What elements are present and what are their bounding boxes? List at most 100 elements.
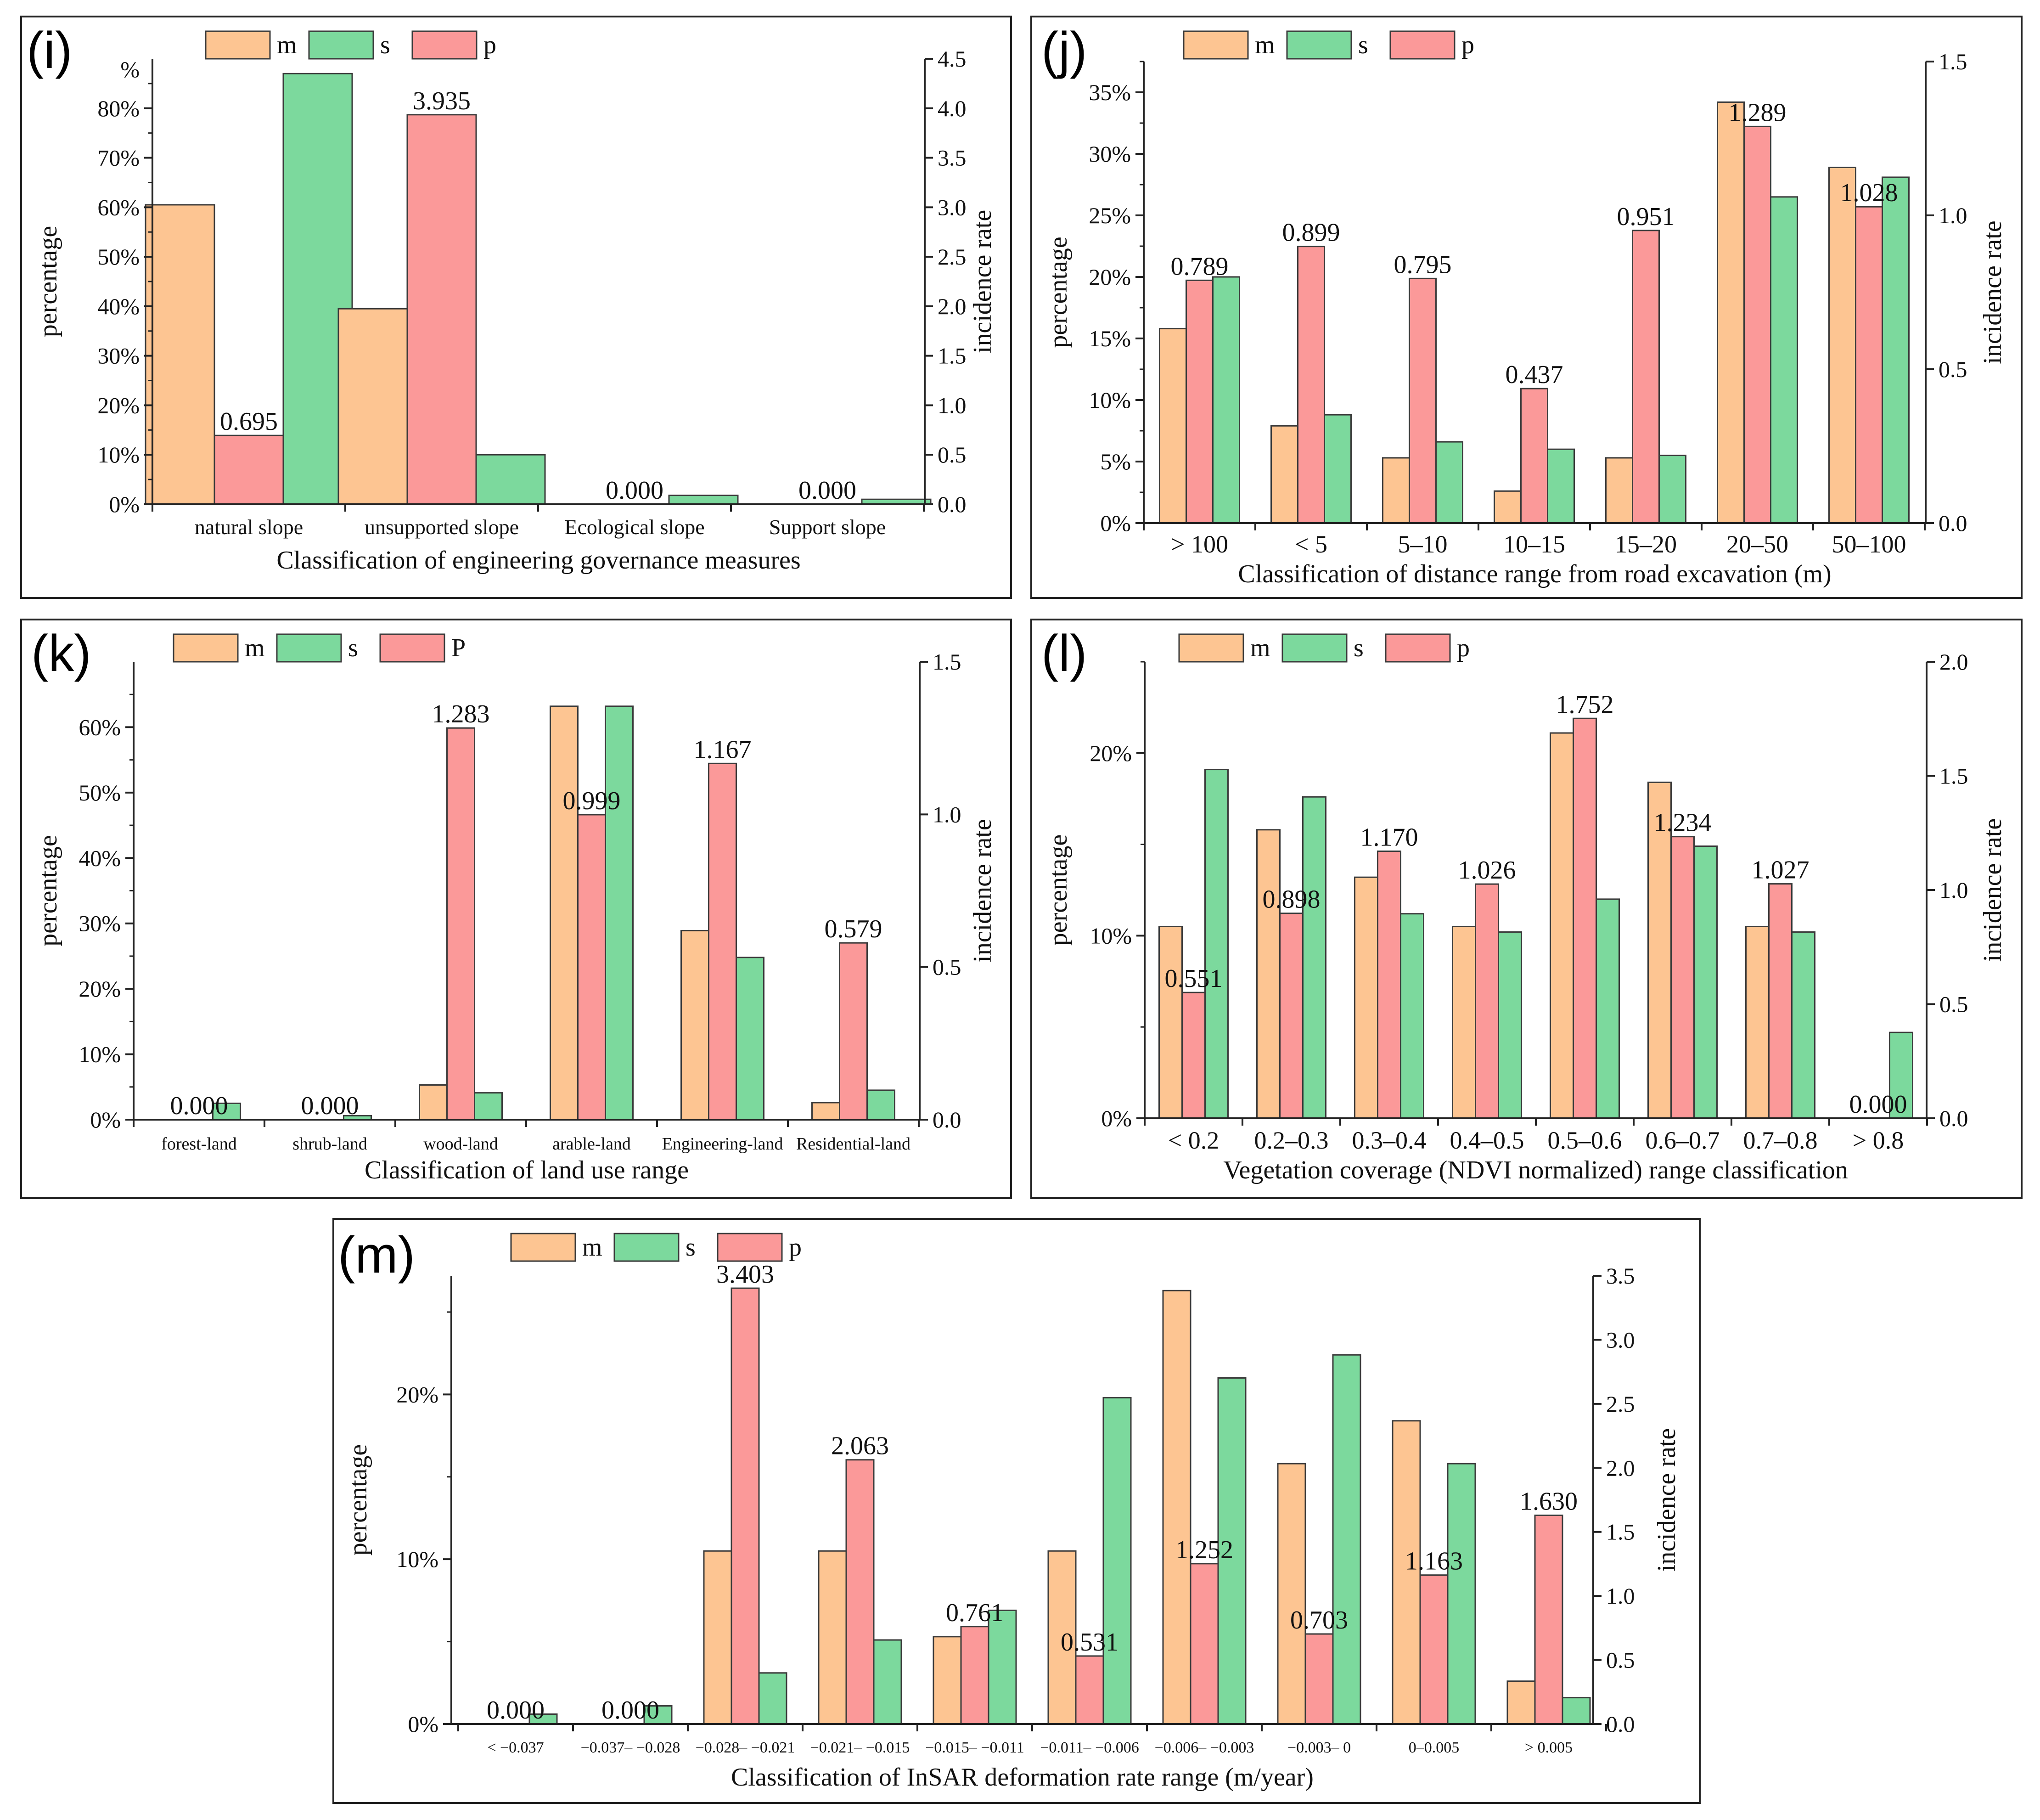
data-label-p: 0.000 xyxy=(170,1092,228,1120)
y2-tick-label: 1.5 xyxy=(1606,1519,1635,1545)
bar-s xyxy=(1302,796,1326,1119)
x-axis-label: Classification of engineering governance… xyxy=(276,546,800,575)
bar-s xyxy=(736,957,764,1121)
chart-group: (j) m s p 0.789 > 100 0.899 < 5 0.795 5–10 0.437 10… xyxy=(1041,22,2007,588)
legend-label-p: P xyxy=(451,634,466,662)
bar-p xyxy=(1520,388,1548,524)
bar-m xyxy=(1605,457,1633,524)
y2-tick-label: 1.0 xyxy=(1939,203,1967,228)
bar-p xyxy=(1377,851,1401,1119)
data-label-p: 0.579 xyxy=(825,915,882,943)
bar-s xyxy=(1498,931,1522,1119)
data-label-p: 0.951 xyxy=(1617,203,1675,231)
bar-p xyxy=(731,1287,760,1725)
bar-s xyxy=(1212,276,1240,524)
y2-axis-label: incidence rate xyxy=(1652,1428,1681,1572)
category-label: −0.015– −0.011 xyxy=(925,1739,1024,1756)
bar-m xyxy=(1452,926,1476,1119)
bar-p xyxy=(1075,1655,1104,1725)
y-tick-label: 10% xyxy=(1090,923,1132,948)
bar-m xyxy=(1162,1290,1191,1725)
panel-label: (k) xyxy=(31,625,91,682)
category-label: −0.037– −0.028 xyxy=(581,1739,680,1756)
legend-swatch-m xyxy=(205,30,271,60)
y2-tick-label: 2.5 xyxy=(938,244,967,270)
category-label: 5–10 xyxy=(1398,530,1448,558)
y-tick-label: 70% xyxy=(97,145,140,171)
bar-m xyxy=(1717,101,1745,524)
category-label: < 0.2 xyxy=(1168,1127,1219,1154)
bar-p xyxy=(1419,1574,1449,1725)
bar-s xyxy=(866,1089,895,1121)
x-axis-label: Classification of land use range xyxy=(365,1156,689,1184)
category-label: > 0.005 xyxy=(1525,1739,1573,1756)
bar-m xyxy=(1392,1420,1421,1725)
bar-m xyxy=(680,930,709,1121)
bar-m xyxy=(1158,926,1183,1119)
y-tick-label: 40% xyxy=(97,293,140,319)
category-label: 0.6–0.7 xyxy=(1646,1127,1720,1154)
y-tick-label: 80% xyxy=(97,96,140,121)
data-label-p: 3.935 xyxy=(413,87,471,115)
y2-tick-label: 1.5 xyxy=(1939,763,1968,789)
y2-tick-label: 4.0 xyxy=(938,96,967,121)
data-label-p: 0.703 xyxy=(1290,1606,1348,1634)
bar-p xyxy=(1181,992,1206,1119)
y-tick-label: 10% xyxy=(79,1042,121,1067)
data-label-p: 0.899 xyxy=(1282,219,1340,247)
data-label-p: 1.752 xyxy=(1556,690,1614,719)
y-tick-label: 0% xyxy=(1100,510,1131,536)
category-label: natural slope xyxy=(195,515,303,539)
y-axis-label: percentage xyxy=(344,1444,372,1555)
y-top-label: % xyxy=(120,56,140,82)
y2-tick-label: 0.5 xyxy=(1939,992,1968,1017)
bar-s xyxy=(1889,1031,1913,1119)
bar-m xyxy=(1256,829,1281,1119)
y-tick-label: 10% xyxy=(396,1546,438,1572)
y2-axis-label: incidence rate xyxy=(968,210,997,353)
y2-tick-label: 1.0 xyxy=(938,392,967,418)
bar-m xyxy=(1494,490,1522,524)
y-tick-label: 15% xyxy=(1089,326,1131,351)
data-label-p: 0.898 xyxy=(1263,885,1321,914)
data-label-p: 1.163 xyxy=(1405,1547,1463,1576)
category-label: Engineering-land xyxy=(662,1134,783,1154)
data-label-p: 1.170 xyxy=(1360,823,1418,852)
panel-j: (j) m s p 0.789 > 100 0.899 < 5 0.795 5–10 0.437 10… xyxy=(1030,16,2023,599)
y2-tick-label: 2.0 xyxy=(1606,1455,1635,1481)
data-label-p: 0.000 xyxy=(601,1696,659,1724)
bar-m xyxy=(811,1102,840,1121)
category-label: Ecological slope xyxy=(564,515,704,539)
y-axis-label: percentage xyxy=(1044,237,1073,348)
data-label-p: 1.283 xyxy=(432,700,490,728)
legend-label-p: p xyxy=(1461,31,1474,59)
bar-m xyxy=(337,308,408,505)
legend-label-s: s xyxy=(1354,634,1364,662)
data-label-p: 1.234 xyxy=(1654,809,1712,837)
y2-tick-label: 0.0 xyxy=(1939,1105,1968,1131)
y-tick-label: 5% xyxy=(1100,449,1131,474)
x-axis-label: Vegetation coverage (NDVI normalized) ra… xyxy=(1223,1156,1848,1184)
bar-p xyxy=(1409,277,1437,524)
bar-s xyxy=(1562,1697,1591,1725)
bar-p xyxy=(708,762,737,1121)
legend-label-s: s xyxy=(380,31,390,59)
bar-s xyxy=(1791,931,1815,1119)
y2-tick-label: 1.5 xyxy=(1939,49,1967,74)
legend-label-p: p xyxy=(483,31,496,59)
data-label-p: 3.403 xyxy=(716,1260,774,1289)
bar-s xyxy=(475,454,546,505)
panel-label: (l) xyxy=(1041,625,1087,682)
bar-s xyxy=(1547,448,1575,524)
bar-m xyxy=(1828,166,1856,524)
bar-m xyxy=(1354,876,1378,1119)
legend-swatch-s xyxy=(613,1233,680,1262)
category-label: −0.006– −0.003 xyxy=(1155,1739,1254,1756)
chart-k: (k) m s P 0.000 forest-land 0.000 shrub-land 1.2… xyxy=(31,625,997,1184)
data-label-p: 1.289 xyxy=(1729,98,1787,127)
bar-p xyxy=(577,814,606,1121)
y-tick-label: 0% xyxy=(90,1107,121,1133)
bar-s xyxy=(1770,196,1798,524)
y2-axis-label: incidence rate xyxy=(968,819,997,962)
bar-p xyxy=(1304,1633,1334,1725)
